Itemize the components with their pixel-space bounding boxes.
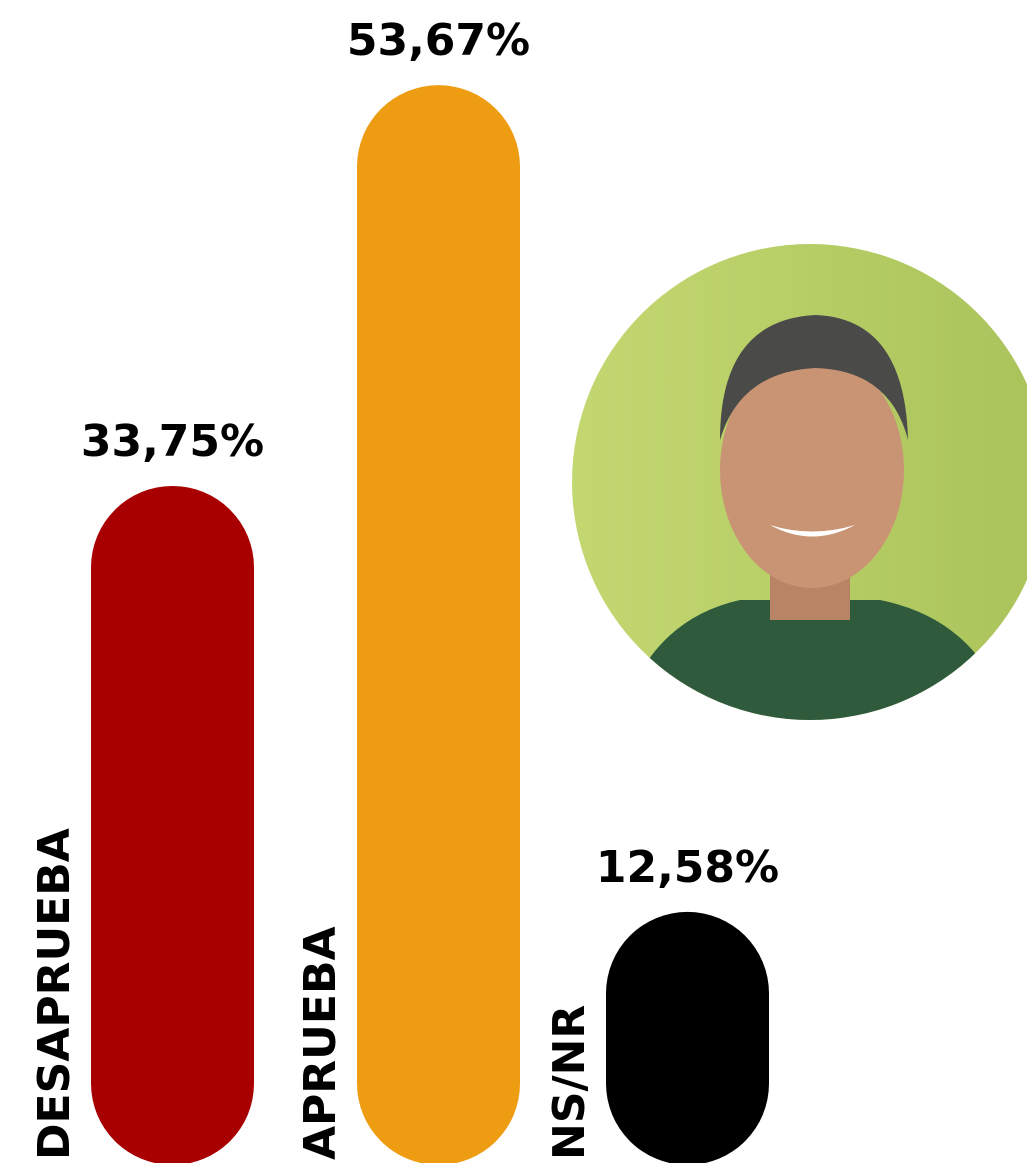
category-label: NS/NR	[544, 1005, 595, 1160]
bar	[357, 85, 520, 1163]
value-label: 53,67%	[347, 15, 530, 66]
value-label: 33,75%	[81, 416, 264, 467]
value-label: 12,58%	[596, 842, 779, 893]
bar	[606, 911, 769, 1163]
bar	[91, 485, 254, 1163]
photo	[572, 244, 1027, 720]
category-label: APRUEBA	[295, 926, 346, 1160]
category-label: DESAPRUEBA	[29, 828, 80, 1160]
